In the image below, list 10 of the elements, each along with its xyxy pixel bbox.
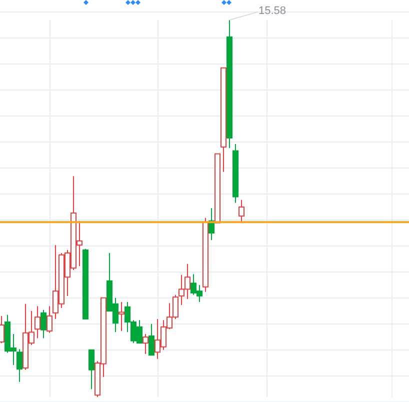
candlestick	[40, 309, 46, 339]
candlestick	[88, 349, 94, 390]
candlestick	[142, 334, 148, 355]
candlestick	[148, 323, 154, 356]
text: 15.58	[258, 5, 286, 17]
candlestick	[46, 306, 52, 334]
candlestick	[34, 306, 40, 339]
candlestick	[118, 301, 124, 332]
candlestick	[16, 348, 22, 382]
candlestick	[238, 199, 244, 223]
